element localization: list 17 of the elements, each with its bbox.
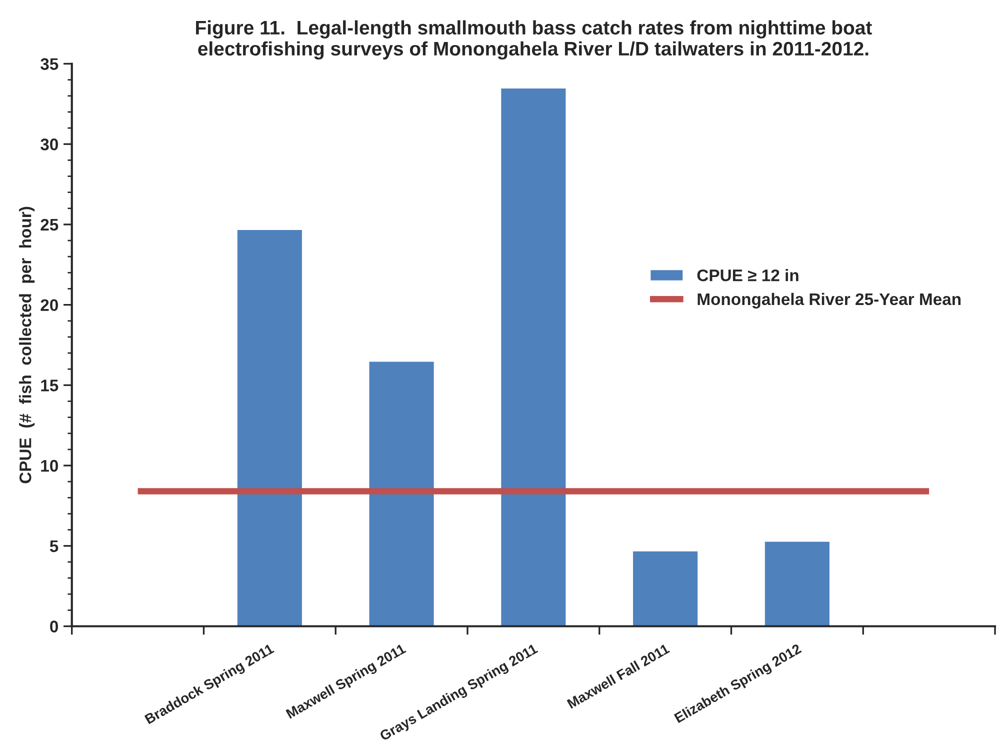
y-tick-label: 35 [40,58,58,70]
chart-title: Figure 11. Legal-length smallmouth bass catch rates from nighttime boat electrofishing surveys of Monongahela River L/D tailwaters in 2011-2012. [196,20,872,60]
y-tick-label: 25 [40,218,58,231]
y-tick-label: 15 [41,380,58,392]
y-tick-label: 5 [50,540,58,552]
y-axis-title: CPUE (# fish collected per hour) [19,206,35,484]
y-tick-label: 30 [40,138,58,150]
bar [764,540,831,626]
bar [368,360,436,626]
bar [632,550,699,626]
bar [236,228,304,626]
y-tick-label: 20 [40,299,58,312]
legend-label: CPUE ≥ 12 in [697,269,798,282]
bar [500,87,568,626]
y-tick-label: 0 [50,620,58,632]
y-tick-label: 10 [41,460,58,472]
legend-label: Monongahela River 25-Year Mean [698,292,961,308]
